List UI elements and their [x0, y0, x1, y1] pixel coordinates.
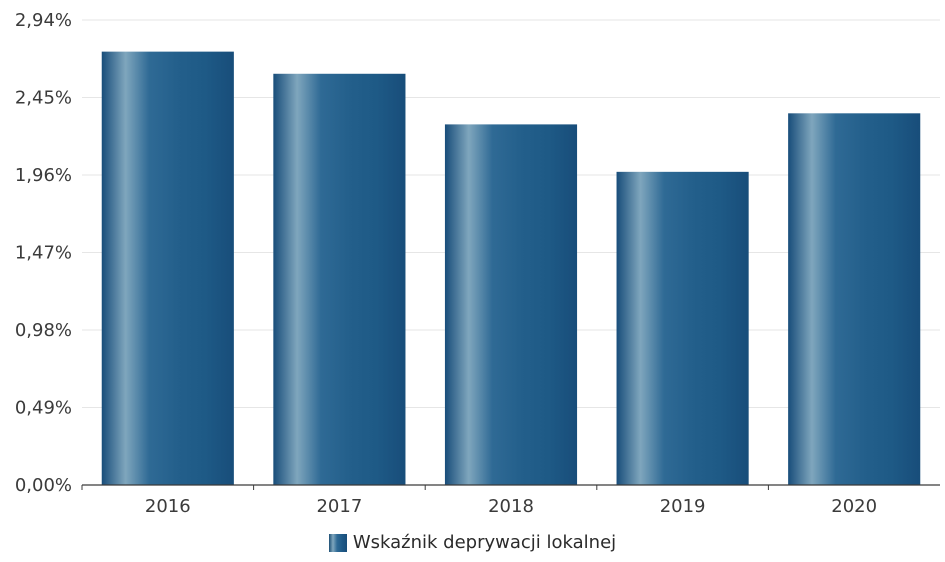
y-tick-label: 0,00% [15, 475, 72, 496]
y-tick-label: 0,98% [15, 320, 72, 341]
axis-layer: 0,00% 0,49% 0,98% 1,47% 1,96% 2,45% 2,94% 2016 2… [15, 10, 940, 517]
legend-swatch [328, 533, 347, 552]
bar-2019 [616, 171, 749, 485]
x-tick-label: 2020 [831, 496, 877, 517]
bar-2017 [273, 73, 406, 485]
y-tick-label: 1,96% [15, 165, 72, 186]
bar-2018 [444, 124, 578, 485]
x-tick-label: 2016 [145, 496, 191, 517]
y-tick-label: 0,49% [15, 398, 72, 419]
legend: Wskaźnik deprywacji lokalnej [0, 532, 945, 553]
x-tick-label: 2017 [316, 496, 362, 517]
bar-chart: 0,00% 0,49% 0,98% 1,47% 1,96% 2,45% 2,94% 2016 2… [15, 10, 940, 517]
legend-label: Wskaźnik deprywacji lokalnej [352, 532, 617, 553]
y-tick-label: 1,47% [15, 243, 72, 264]
x-tick-label: 2019 [660, 496, 706, 517]
y-tick-label: 2,94% [15, 10, 72, 31]
x-tick-label: 2018 [488, 496, 534, 517]
bars-layer [101, 51, 921, 485]
bar-2016 [101, 51, 234, 485]
y-tick-label: 2,45% [15, 88, 72, 109]
bar-2020 [788, 113, 921, 485]
